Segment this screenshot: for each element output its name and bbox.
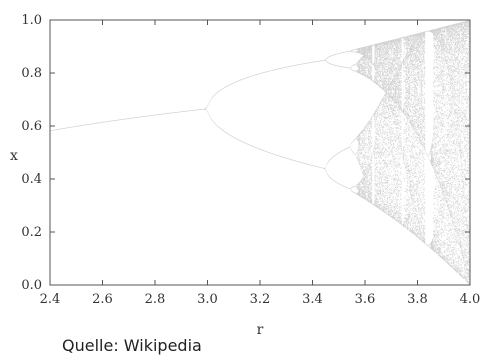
y-tick-label: 0.2 bbox=[21, 225, 42, 240]
source-caption: Quelle: Wikipedia bbox=[62, 336, 202, 355]
y-tick-label: 0.0 bbox=[21, 278, 42, 293]
x-axis-ticks: 2.4 2.6 2.8 3.0 3.2 3.4 3.6 3.8 4.0 bbox=[40, 20, 481, 307]
x-tick-label: 2.4 bbox=[40, 292, 61, 307]
bifurcation-points bbox=[50, 20, 471, 286]
x-tick-label: 3.2 bbox=[250, 292, 271, 307]
y-axis-ticks: 0.0 0.2 0.4 0.6 0.8 1.0 bbox=[21, 13, 470, 293]
x-tick-label: 4.0 bbox=[460, 292, 481, 307]
x-tick-label: 2.8 bbox=[145, 292, 166, 307]
y-axis-label: x bbox=[10, 148, 18, 164]
x-tick-label: 3.0 bbox=[197, 292, 218, 307]
x-tick-label: 3.4 bbox=[302, 292, 323, 307]
y-tick-label: 0.4 bbox=[21, 172, 42, 187]
y-tick-label: 0.8 bbox=[21, 66, 42, 81]
bifurcation-point-cloud bbox=[50, 20, 471, 286]
x-axis-label: r bbox=[257, 322, 264, 338]
plot-background bbox=[50, 20, 470, 285]
y-tick-label: 0.6 bbox=[21, 119, 42, 134]
x-tick-label: 3.8 bbox=[407, 292, 428, 307]
y-tick-label: 1.0 bbox=[21, 13, 42, 28]
bifurcation-chart: 2.4 2.6 2.8 3.0 3.2 3.4 3.6 3.8 4.0 0.0 0.2 0.4 0.6… bbox=[10, 13, 481, 338]
x-tick-label: 3.6 bbox=[355, 292, 376, 307]
x-tick-label: 2.6 bbox=[92, 292, 113, 307]
